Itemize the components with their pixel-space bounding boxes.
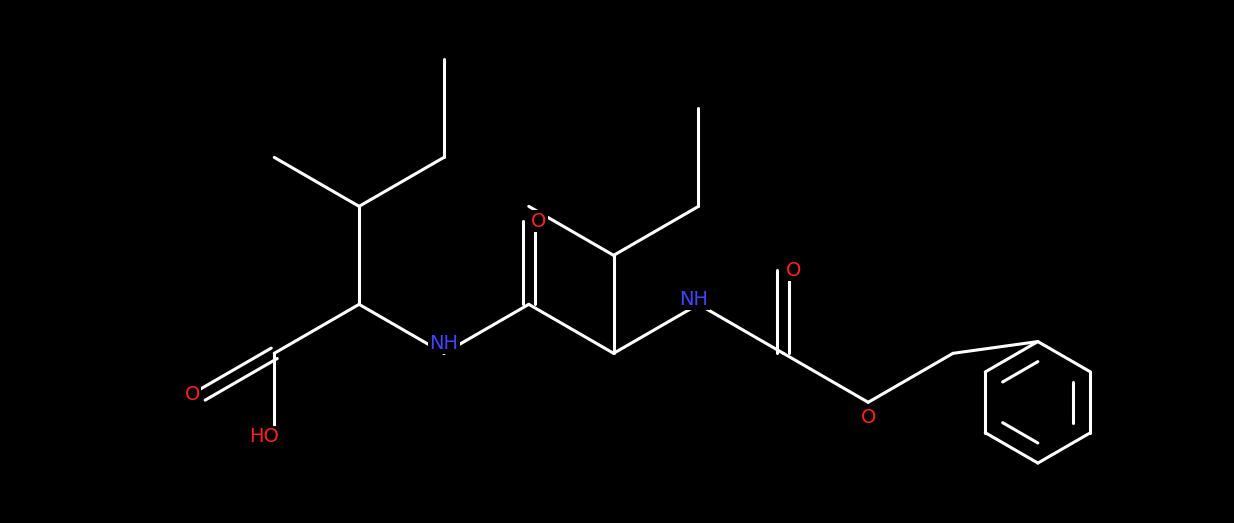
Text: O: O	[786, 260, 801, 280]
Text: HO: HO	[249, 427, 279, 446]
Text: O: O	[860, 408, 876, 427]
Text: O: O	[531, 212, 547, 231]
Text: NH: NH	[429, 334, 459, 353]
Text: NH: NH	[679, 290, 708, 309]
Text: O: O	[184, 385, 200, 404]
